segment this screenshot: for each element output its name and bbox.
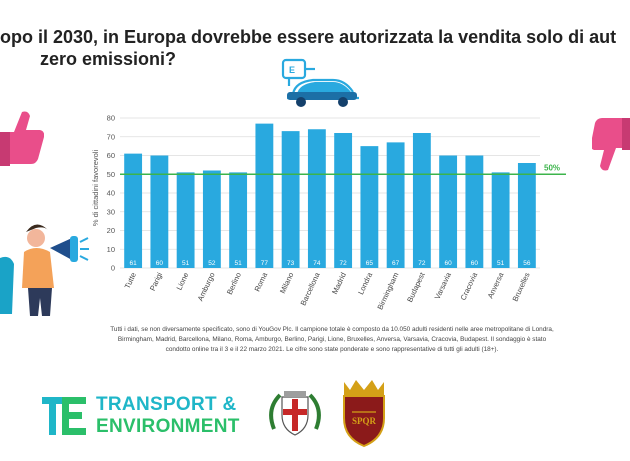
- y-tick-label: 30: [107, 207, 115, 216]
- roma-crest-icon: SPQR: [343, 380, 385, 448]
- x-tick-label: Madrid: [330, 271, 348, 296]
- x-tick-label: Budapest: [405, 270, 427, 303]
- y-tick-label: 10: [107, 245, 115, 254]
- bar-value-label: 65: [366, 260, 374, 267]
- thumbs-down-icon: [592, 118, 630, 171]
- bar-value-label: 72: [340, 260, 348, 267]
- reference-line-label: 50%: [544, 163, 560, 172]
- x-tick-label: Varsavia: [433, 270, 454, 300]
- bar-value-label: 67: [392, 260, 400, 267]
- x-tick-label: Tutte: [123, 271, 138, 290]
- x-tick-label: Anversa: [486, 270, 506, 299]
- bar-value-label: 61: [130, 260, 138, 267]
- bar-milano: [281, 131, 300, 268]
- bar-parigi: [150, 155, 169, 268]
- x-tick-label: Barcellona: [299, 270, 322, 307]
- bar-value-label: 51: [235, 260, 243, 267]
- bar-birmingham: [386, 142, 405, 268]
- bar-value-label: 74: [313, 260, 321, 267]
- x-tick-label: Milano: [278, 271, 295, 295]
- bar-varsavia: [439, 155, 458, 268]
- bar-roma: [255, 123, 274, 268]
- ev-charging-car-icon: E: [281, 58, 359, 107]
- logo-line-1: TRANSPORT &: [96, 394, 237, 415]
- y-tick-label: 20: [107, 226, 115, 235]
- transport-environment-logo-icon: [42, 397, 86, 435]
- svg-text:SPQR: SPQR: [352, 416, 377, 426]
- bar-anversa: [491, 172, 510, 268]
- footnote-line-3: condotto online tra il 3 e il 22 marzo 2…: [165, 346, 499, 353]
- bar-londra: [360, 146, 379, 268]
- x-tick-label: Londra: [356, 270, 374, 296]
- svg-text:E: E: [289, 65, 295, 75]
- transport-environment-logo: TRANSPORT & ENVIRONMENT: [96, 394, 240, 438]
- logo-line-2: ENVIRONMENT: [96, 416, 240, 437]
- bar-bruxelles: [517, 163, 536, 268]
- bar-value-label: 60: [471, 260, 479, 267]
- bar-madrid: [334, 133, 353, 268]
- bar-berlino: [229, 172, 248, 268]
- footnote: Tutti i dati, se non diversamente specif…: [38, 325, 626, 355]
- bar-lione: [176, 172, 195, 268]
- x-tick-label: Amburgo: [196, 271, 217, 302]
- bar-value-label: 56: [523, 260, 531, 267]
- x-tick-label: Parigi: [148, 271, 164, 292]
- megaphone-person-icon: [0, 224, 89, 316]
- bar-value-label: 52: [208, 260, 216, 267]
- bar-value-label: 72: [418, 260, 426, 267]
- y-axis-label: % di cittadini favorevoli: [91, 150, 100, 227]
- y-tick-label: 40: [107, 189, 115, 198]
- y-tick-label: 60: [107, 151, 115, 160]
- y-tick-label: 80: [107, 114, 115, 123]
- footnote-line-2: Birmingham, Madrid, Barcellona, Milano, …: [117, 336, 547, 343]
- bar-value-label: 51: [182, 260, 190, 267]
- x-tick-label: Lione: [175, 271, 191, 291]
- x-tick-label: Cracovia: [459, 270, 480, 301]
- x-tick-label: Berlino: [225, 271, 243, 296]
- bar-value-label: 60: [445, 260, 453, 267]
- bar-value-label: 73: [287, 260, 295, 267]
- bar-value-label: 60: [156, 260, 164, 267]
- bar-value-label: 77: [261, 260, 269, 267]
- bar-budapest: [412, 133, 431, 268]
- chart-title-line-2: zero emissioni?: [40, 49, 177, 69]
- bar-chart: 0 10 20 30 40 50 60 70 80 61 Tutte 60 Parigi 51 Lione 5…: [91, 114, 566, 311]
- footnote-line-1: Tutti i dati, se non diversamente specif…: [110, 326, 554, 333]
- milano-crest-icon: [269, 391, 321, 436]
- bar-amburgo: [202, 170, 221, 268]
- thumbs-up-icon: [0, 111, 44, 166]
- chart-title-line-1: opo il 2030, in Europa dovrebbe essere a…: [0, 27, 617, 47]
- bar-barcellona: [307, 129, 326, 268]
- x-tick-label: Bruxelles: [510, 271, 531, 303]
- y-tick-label: 70: [107, 132, 115, 141]
- y-tick-label: 50: [107, 170, 115, 179]
- x-tick-label: Birmingham: [375, 271, 400, 311]
- bar-tutte: [124, 153, 143, 268]
- chart-title: opo il 2030, in Europa dovrebbe essere a…: [0, 26, 630, 70]
- bar-cracovia: [465, 155, 484, 268]
- x-tick-label: Roma: [253, 270, 270, 293]
- bar-value-label: 51: [497, 260, 505, 267]
- y-tick-label: 0: [111, 264, 115, 273]
